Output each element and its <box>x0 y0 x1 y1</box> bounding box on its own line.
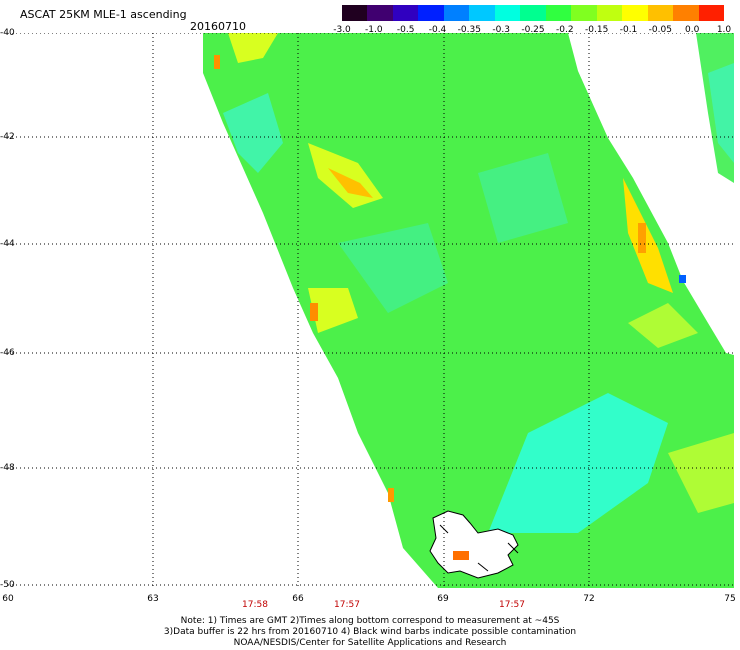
note-line: Note: 1) Times are GMT 2)Times along bot… <box>180 616 560 626</box>
lat-gridlines <box>8 33 734 586</box>
lat-label: -48 <box>0 463 15 473</box>
note-line: 3)Data buffer is 22 hrs from 20160710 4)… <box>163 627 577 637</box>
yellow-zone <box>628 303 698 348</box>
lat-label: -50 <box>0 580 15 590</box>
lon-label: 72 <box>583 594 595 604</box>
colorbar-tick-label: 1.0 <box>716 25 732 35</box>
orange-pixel <box>310 303 318 321</box>
yellow-zone <box>623 178 673 293</box>
colorbar-tick-label: 0.0 <box>684 25 700 35</box>
lat-label: -40 <box>0 28 15 38</box>
colorbar-swatch <box>698 5 725 21</box>
note-line: NOAA/NESDIS/Center for Satellite Applica… <box>233 638 507 648</box>
time-label: 17:57 <box>334 600 360 610</box>
colorbar-tick-label: -0.25 <box>521 25 545 35</box>
lon-label: 69 <box>437 594 449 604</box>
colorbar <box>342 5 725 21</box>
colorbar-swatch <box>342 5 368 21</box>
colorbar-swatch <box>494 5 521 21</box>
lon-label: 75 <box>724 594 736 604</box>
yellow-zone <box>668 433 734 513</box>
colorbar-tick-label: -0.15 <box>585 25 609 35</box>
colorbar-tick-label: -3.0 <box>333 25 351 35</box>
ascat-swath-map <box>8 33 734 588</box>
lon-label: 66 <box>292 594 304 604</box>
colorbar-tick-label: -0.3 <box>492 25 510 35</box>
colorbar-tick-label: -0.35 <box>457 25 481 35</box>
time-label: 17:58 <box>242 600 268 610</box>
colorbar-labels: -3.0 -1.0 -0.5 -0.4 -0.35 -0.3 -0.25 -0.2 -0.15-… <box>328 25 738 37</box>
colorbar-swatch <box>647 5 674 21</box>
colorbar-tick-label: -0.5 <box>396 25 415 35</box>
colorbar-tick-label: -0.2 <box>556 25 574 35</box>
cyan-zone <box>338 223 448 313</box>
colorbar-tick-label: -0.1 <box>619 25 638 35</box>
time-label: 17:57 <box>499 600 525 610</box>
lon-gridlines <box>152 33 590 588</box>
colorbar-swatch <box>469 5 495 21</box>
colorbar-swatch <box>571 5 597 21</box>
plot-title: ASCAT 25KM MLE-1 ascending <box>20 8 187 21</box>
yellow-zone <box>328 168 373 198</box>
lat-label: -44 <box>0 239 15 249</box>
blue-pixel <box>679 275 686 283</box>
colorbar-swatch <box>673 5 699 21</box>
yellow-zone <box>308 288 358 333</box>
colorbar-swatch <box>443 5 470 21</box>
colorbar-tick-label: -1.0 <box>365 25 383 35</box>
colorbar-tick-label: -0.05 <box>648 25 672 35</box>
colorbar-swatch <box>418 5 444 21</box>
colorbar-swatch <box>622 5 648 21</box>
colorbar-swatch <box>392 5 419 21</box>
lon-label: 63 <box>147 594 159 604</box>
cyan-zone <box>488 393 668 533</box>
orange-pixel <box>214 55 220 69</box>
colorbar-tick-label: -0.4 <box>428 25 447 35</box>
lat-label: -46 <box>0 348 15 358</box>
colorbar-swatch <box>520 5 546 21</box>
colorbar-swatch <box>545 5 572 21</box>
footnotes: Note: 1) Times are GMT 2)Times along bot… <box>0 616 740 649</box>
colorbar-swatch <box>367 5 393 21</box>
lon-label: 60 <box>2 594 14 604</box>
lat-label: -42 <box>0 132 15 142</box>
cyan-zone <box>708 63 734 163</box>
orange-pixel <box>388 488 394 502</box>
cyan-zone <box>223 93 283 173</box>
cyan-zone <box>478 153 568 243</box>
orange-pixel <box>638 223 646 253</box>
colorbar-swatch <box>596 5 623 21</box>
yellow-zone <box>228 33 278 63</box>
plot-date: 20160710 <box>190 20 246 33</box>
